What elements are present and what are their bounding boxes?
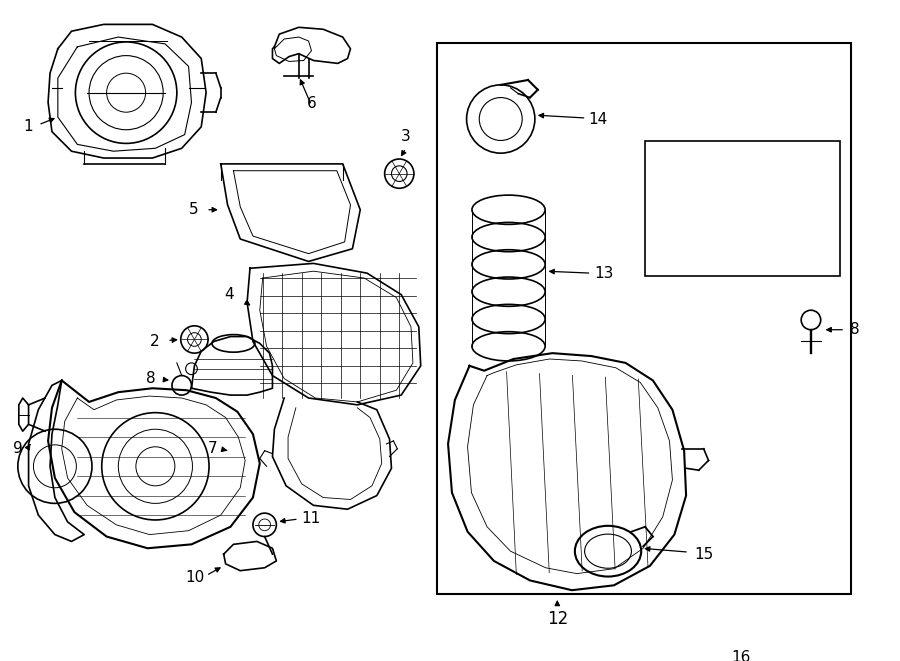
Text: 8: 8	[850, 322, 859, 337]
Text: 10: 10	[184, 570, 204, 585]
Text: 16: 16	[731, 650, 751, 661]
Text: 5: 5	[189, 202, 198, 217]
Text: 11: 11	[302, 512, 321, 526]
Text: 2: 2	[149, 334, 159, 349]
Text: 4: 4	[224, 287, 233, 302]
Text: 13: 13	[594, 266, 614, 281]
Bar	[437, 43, 850, 594]
Bar	[645, 141, 841, 276]
Text: 14: 14	[589, 112, 608, 126]
Text: 7: 7	[208, 442, 218, 456]
Text: 9: 9	[13, 442, 22, 456]
Text: 12: 12	[546, 609, 568, 628]
Text: 15: 15	[694, 547, 713, 562]
Text: 3: 3	[401, 130, 411, 144]
Text: 1: 1	[22, 120, 32, 134]
Text: 6: 6	[307, 96, 316, 110]
Text: 8: 8	[146, 371, 156, 386]
